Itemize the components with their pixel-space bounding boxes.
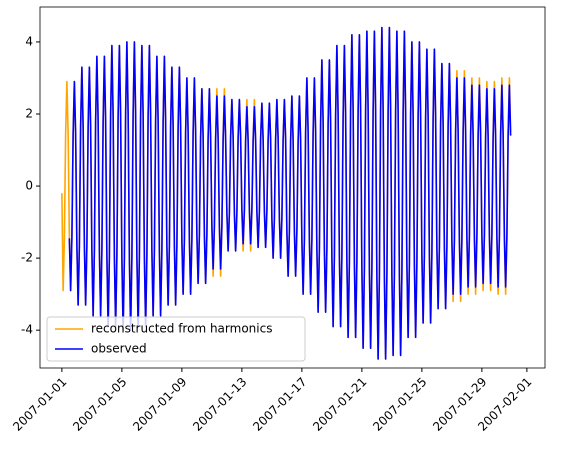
- legend-label: observed: [91, 342, 147, 356]
- y-tick-label: -2: [21, 251, 33, 265]
- x-tick-label: 2007-01-25: [370, 375, 429, 434]
- x-tick-label: 2007-01-21: [310, 375, 369, 434]
- axes-frame: [39, 6, 546, 369]
- x-tick-label: 2007-01-01: [10, 375, 69, 434]
- series-line: [68, 26, 512, 360]
- plot-area: [61, 26, 512, 360]
- y-tick-label: 4: [25, 34, 33, 48]
- legend-label: reconstructed from harmonics: [91, 322, 272, 336]
- x-tick-label: 2007-01-05: [70, 375, 129, 434]
- legend-box: [46, 316, 306, 362]
- y-tick-label: -4: [21, 323, 33, 337]
- y-tick-label: 0: [25, 179, 33, 193]
- x-tick-label: 2007-01-13: [190, 375, 249, 434]
- y-tick-label: 2: [25, 107, 33, 121]
- x-tick-label: 2007-01-17: [250, 375, 309, 434]
- x-tick-label: 2007-01-09: [130, 375, 189, 434]
